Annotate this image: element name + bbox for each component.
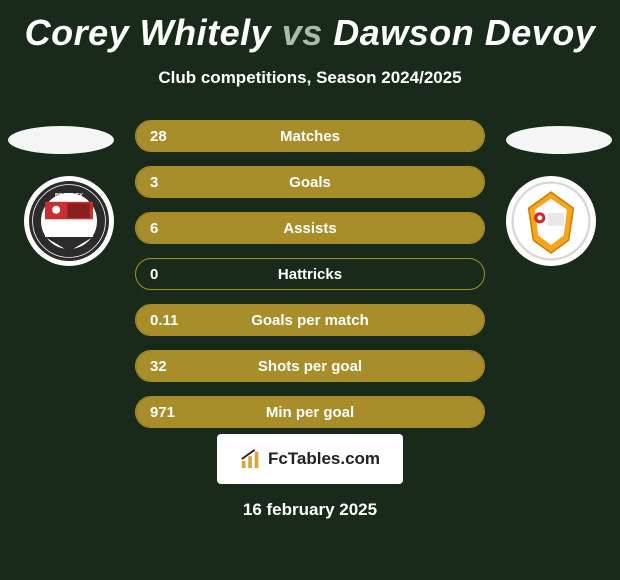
stat-row: 0Hattricks bbox=[135, 258, 485, 290]
stat-label: Assists bbox=[136, 220, 484, 237]
stat-label: Goals bbox=[136, 174, 484, 191]
player2-name: Dawson Devoy bbox=[333, 12, 595, 53]
stat-label: Hattricks bbox=[136, 266, 484, 283]
stat-label: Min per goal bbox=[136, 404, 484, 421]
stat-label: Matches bbox=[136, 128, 484, 145]
stat-row: 0.11Goals per match bbox=[135, 304, 485, 336]
comparison-title: Corey Whitely vs Dawson Devoy bbox=[0, 0, 620, 54]
stat-row: 32Shots per goal bbox=[135, 350, 485, 382]
stat-row: 28Matches bbox=[135, 120, 485, 152]
fctables-watermark: FcTables.com bbox=[217, 434, 403, 484]
player1-photo-placeholder bbox=[8, 126, 114, 154]
stats-comparison-bars: 28Matches 3Goals 6Assists 0Hattricks 0.11Goa… bbox=[135, 120, 485, 442]
bromley-crest-icon: BROMLEY bbox=[29, 181, 109, 261]
player2-photo-placeholder bbox=[506, 126, 612, 154]
svg-text:BROMLEY: BROMLEY bbox=[55, 193, 83, 199]
stat-label: Goals per match bbox=[136, 312, 484, 329]
stat-row: 971Min per goal bbox=[135, 396, 485, 428]
vs-text: vs bbox=[282, 12, 323, 53]
stat-row: 6Assists bbox=[135, 212, 485, 244]
player1-name: Corey Whitely bbox=[25, 12, 272, 53]
watermark-text: FcTables.com bbox=[268, 449, 380, 469]
stat-label: Shots per goal bbox=[136, 358, 484, 375]
player2-club-crest bbox=[506, 176, 596, 266]
season-subtitle: Club competitions, Season 2024/2025 bbox=[0, 68, 620, 88]
snapshot-date: 16 february 2025 bbox=[0, 500, 620, 520]
chart-icon bbox=[240, 448, 262, 470]
mkdons-crest-icon bbox=[511, 181, 591, 261]
player1-club-crest: BROMLEY bbox=[24, 176, 114, 266]
stat-row: 3Goals bbox=[135, 166, 485, 198]
